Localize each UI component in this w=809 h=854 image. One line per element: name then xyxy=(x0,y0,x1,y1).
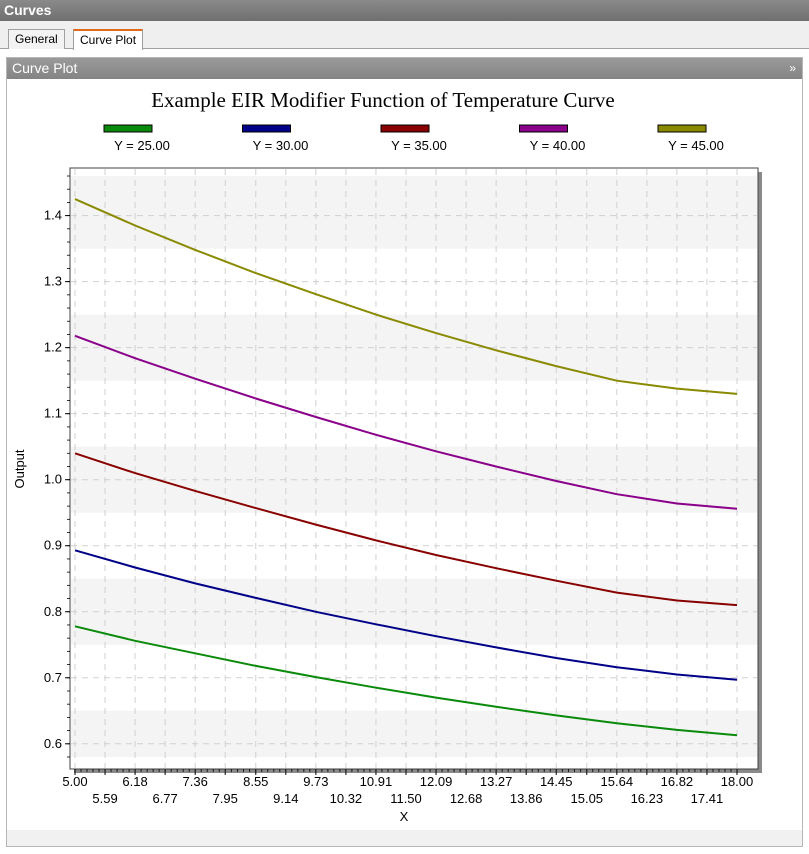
plot-band xyxy=(71,710,757,757)
x-tick-label: 15.05 xyxy=(571,791,604,806)
grid-lines xyxy=(71,169,757,768)
panel-footer xyxy=(7,830,802,846)
x-tick-label: 13.27 xyxy=(480,774,513,789)
series-line xyxy=(74,198,738,395)
axes: 0.6 0.7 0.8 0.9 1.0 1.1 1.2 1.3 1.4 5.00 5.59 6.18 6… xyxy=(44,175,754,806)
y-tick-label: 1.2 xyxy=(44,340,62,355)
tab-strip: General Curve Plot xyxy=(0,21,809,50)
legend-swatch xyxy=(519,124,568,133)
x-tick-label: 10.32 xyxy=(330,791,363,806)
y-tick-label: 0.7 xyxy=(44,670,62,685)
x-tick-label: 7.95 xyxy=(213,791,238,806)
x-tick-label: 14.45 xyxy=(540,774,573,789)
y-tick-label: 1.1 xyxy=(44,406,62,421)
x-tick-label: 9.14 xyxy=(273,791,298,806)
legend-swatch xyxy=(657,124,707,133)
legend: Y = 25.00 Y = 30.00 Y = 35.00 Y = 40.00 Y = … xyxy=(103,124,724,153)
x-tick-label: 5.00 xyxy=(62,774,87,789)
y-tick-label: 0.9 xyxy=(44,538,62,553)
tab-curve-plot[interactable]: Curve Plot xyxy=(73,29,144,50)
x-tick-label: 5.59 xyxy=(92,791,117,806)
y-tick-label: 1.4 xyxy=(44,208,62,223)
x-tick-label: 9.73 xyxy=(303,774,328,789)
legend-swatch xyxy=(242,124,291,133)
x-tick-label: 6.77 xyxy=(152,791,177,806)
x-tick-label: 8.55 xyxy=(243,774,268,789)
curve-plot-panel: Curve Plot » Example EIR Modifier Functi… xyxy=(6,57,803,847)
chart-title: Example EIR Modifier Function of Tempera… xyxy=(151,88,615,112)
tab-general[interactable]: General xyxy=(8,29,65,49)
y-tick-label: 1.3 xyxy=(44,274,62,289)
plot-band xyxy=(71,176,757,249)
x-tick-label: 7.36 xyxy=(183,774,208,789)
series-line xyxy=(74,452,738,607)
x-tick-label: 17.41 xyxy=(691,791,724,806)
legend-label: Y = 40.00 xyxy=(530,138,586,153)
x-tick-label: 12.68 xyxy=(450,791,483,806)
panel-title: Curve Plot xyxy=(12,60,78,76)
y-tick-label: 0.8 xyxy=(44,604,62,619)
collapse-icon[interactable]: » xyxy=(789,61,796,75)
legend-swatch xyxy=(380,124,430,133)
y-axis-label: Output xyxy=(12,449,27,488)
series-line xyxy=(74,334,738,510)
series-line xyxy=(74,549,738,681)
legend-label: Y = 30.00 xyxy=(253,138,309,153)
x-tick-label: 13.86 xyxy=(510,791,543,806)
chart: Example EIR Modifier Function of Tempera… xyxy=(12,88,762,824)
y-tick-label: 0.6 xyxy=(44,736,62,751)
legend-label: Y = 25.00 xyxy=(114,138,170,153)
panel-header: Curve Plot » xyxy=(7,58,802,79)
window-title: Curves xyxy=(0,0,809,21)
x-tick-label: 12.09 xyxy=(420,774,453,789)
x-tick-label: 18.00 xyxy=(721,774,754,789)
x-tick-label: 16.82 xyxy=(661,774,694,789)
series-line xyxy=(74,625,738,737)
x-axis-label: X xyxy=(400,809,409,824)
x-tick-label: 16.23 xyxy=(631,791,664,806)
x-tick-label: 6.18 xyxy=(122,774,147,789)
series-lines xyxy=(74,198,738,737)
x-tick-label: 15.64 xyxy=(601,774,634,789)
x-tick-label: 11.50 xyxy=(390,791,422,806)
legend-swatch xyxy=(103,124,153,133)
legend-label: Y = 35.00 xyxy=(391,138,447,153)
y-tick-label: 1.0 xyxy=(44,472,62,487)
legend-label: Y = 45.00 xyxy=(668,138,724,153)
x-tick-label: 10.91 xyxy=(360,774,393,789)
